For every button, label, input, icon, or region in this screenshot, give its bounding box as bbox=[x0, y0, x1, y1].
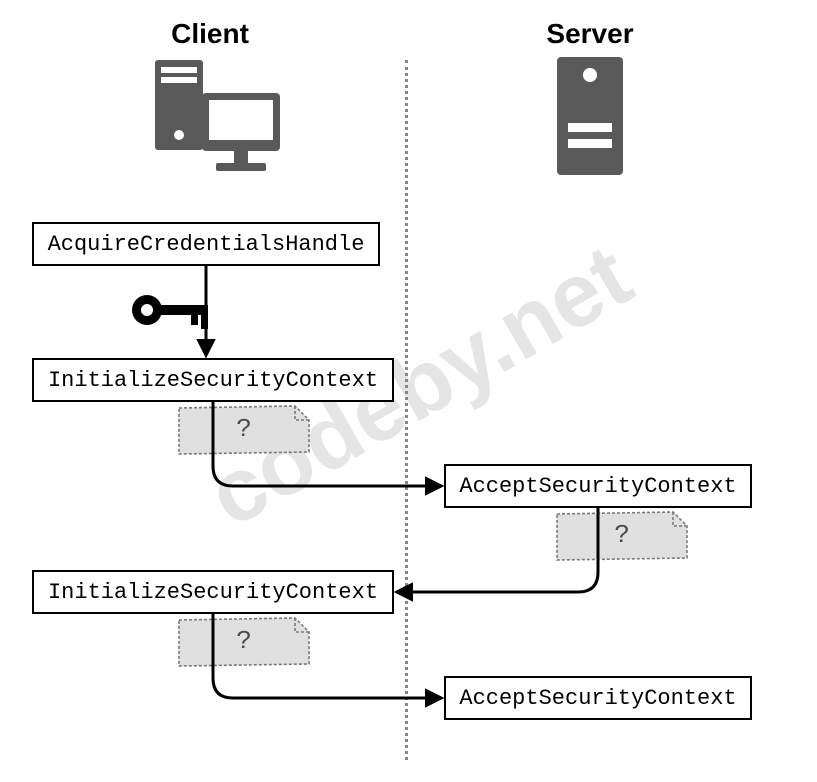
arrow-accept1-to-init2 bbox=[398, 508, 598, 592]
server-heading: Server bbox=[470, 18, 710, 50]
document-label-3: ? bbox=[214, 626, 274, 656]
server-tower-icon bbox=[557, 57, 623, 175]
diagram-canvas: codeby.net Client Server AcquireCredenti… bbox=[0, 0, 817, 782]
column-divider bbox=[405, 60, 408, 760]
document-label-2: ? bbox=[592, 520, 652, 550]
document-label-1: ? bbox=[214, 414, 274, 444]
box-initialize-security-context-1: InitializeSecurityContext bbox=[32, 358, 394, 402]
client-heading: Client bbox=[90, 18, 330, 50]
client-workstation-icon bbox=[155, 60, 280, 171]
key-icon bbox=[132, 295, 208, 329]
box-accept-security-context-2: AcceptSecurityContext bbox=[444, 676, 752, 720]
box-initialize-security-context-2: InitializeSecurityContext bbox=[32, 570, 394, 614]
box-acquire-credentials: AcquireCredentialsHandle bbox=[32, 222, 380, 266]
box-accept-security-context-1: AcceptSecurityContext bbox=[444, 464, 752, 508]
